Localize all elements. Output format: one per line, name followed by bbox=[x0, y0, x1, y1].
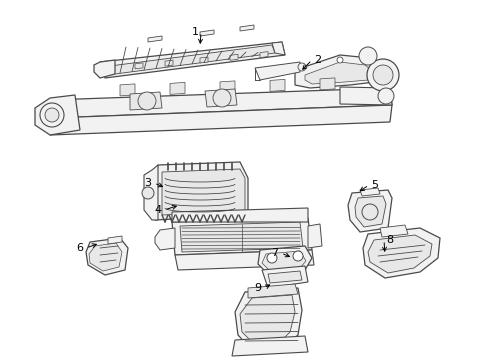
Circle shape bbox=[366, 59, 398, 91]
Polygon shape bbox=[247, 284, 297, 298]
Polygon shape bbox=[258, 246, 311, 274]
Polygon shape bbox=[235, 288, 302, 350]
Polygon shape bbox=[204, 89, 237, 107]
Polygon shape bbox=[180, 222, 303, 252]
Polygon shape bbox=[229, 54, 238, 60]
Circle shape bbox=[372, 65, 392, 85]
Polygon shape bbox=[339, 87, 391, 105]
Polygon shape bbox=[162, 169, 244, 215]
Text: 1: 1 bbox=[191, 27, 198, 37]
Circle shape bbox=[361, 204, 377, 220]
Text: 5: 5 bbox=[371, 180, 378, 190]
Circle shape bbox=[297, 63, 305, 71]
Polygon shape bbox=[240, 295, 294, 344]
Polygon shape bbox=[307, 224, 321, 248]
Polygon shape bbox=[267, 271, 302, 283]
Polygon shape bbox=[294, 55, 384, 88]
Circle shape bbox=[377, 88, 393, 104]
Polygon shape bbox=[108, 236, 122, 244]
Circle shape bbox=[336, 57, 342, 63]
Polygon shape bbox=[135, 63, 142, 69]
Polygon shape bbox=[120, 84, 135, 96]
Polygon shape bbox=[262, 266, 307, 288]
Polygon shape bbox=[172, 208, 307, 222]
Text: 7: 7 bbox=[271, 248, 278, 258]
Polygon shape bbox=[143, 165, 158, 220]
Polygon shape bbox=[262, 251, 305, 271]
Polygon shape bbox=[347, 190, 391, 232]
Circle shape bbox=[292, 251, 303, 261]
Polygon shape bbox=[35, 95, 80, 135]
Polygon shape bbox=[110, 45, 274, 74]
Polygon shape bbox=[362, 228, 439, 278]
Polygon shape bbox=[50, 88, 391, 118]
Polygon shape bbox=[175, 250, 313, 270]
Polygon shape bbox=[354, 196, 385, 227]
Polygon shape bbox=[367, 235, 431, 273]
Polygon shape bbox=[50, 105, 391, 135]
Text: 4: 4 bbox=[154, 205, 161, 215]
Polygon shape bbox=[164, 60, 173, 66]
Polygon shape bbox=[155, 228, 175, 250]
Circle shape bbox=[138, 92, 156, 110]
Polygon shape bbox=[94, 60, 115, 78]
Text: 3: 3 bbox=[144, 178, 151, 188]
Polygon shape bbox=[200, 57, 207, 63]
Polygon shape bbox=[269, 80, 285, 91]
Polygon shape bbox=[231, 336, 307, 356]
Polygon shape bbox=[130, 92, 162, 110]
Text: 2: 2 bbox=[314, 55, 321, 65]
Polygon shape bbox=[359, 188, 379, 196]
Polygon shape bbox=[100, 42, 285, 78]
Polygon shape bbox=[170, 82, 184, 94]
Polygon shape bbox=[86, 238, 128, 275]
Polygon shape bbox=[379, 225, 407, 237]
Circle shape bbox=[266, 253, 276, 263]
Circle shape bbox=[358, 47, 376, 65]
Text: 9: 9 bbox=[254, 283, 261, 293]
Polygon shape bbox=[260, 51, 267, 58]
Text: 6: 6 bbox=[76, 243, 83, 253]
Circle shape bbox=[40, 103, 64, 127]
Polygon shape bbox=[319, 78, 334, 90]
Polygon shape bbox=[89, 243, 122, 271]
Text: 8: 8 bbox=[386, 235, 393, 245]
Polygon shape bbox=[254, 62, 299, 80]
Polygon shape bbox=[148, 36, 162, 42]
Polygon shape bbox=[172, 218, 311, 255]
Circle shape bbox=[45, 108, 59, 122]
Polygon shape bbox=[305, 62, 374, 84]
Circle shape bbox=[213, 89, 230, 107]
Polygon shape bbox=[152, 162, 247, 220]
Polygon shape bbox=[200, 30, 214, 36]
Circle shape bbox=[142, 187, 154, 199]
Polygon shape bbox=[220, 81, 235, 93]
Polygon shape bbox=[240, 25, 253, 31]
Polygon shape bbox=[271, 42, 285, 55]
